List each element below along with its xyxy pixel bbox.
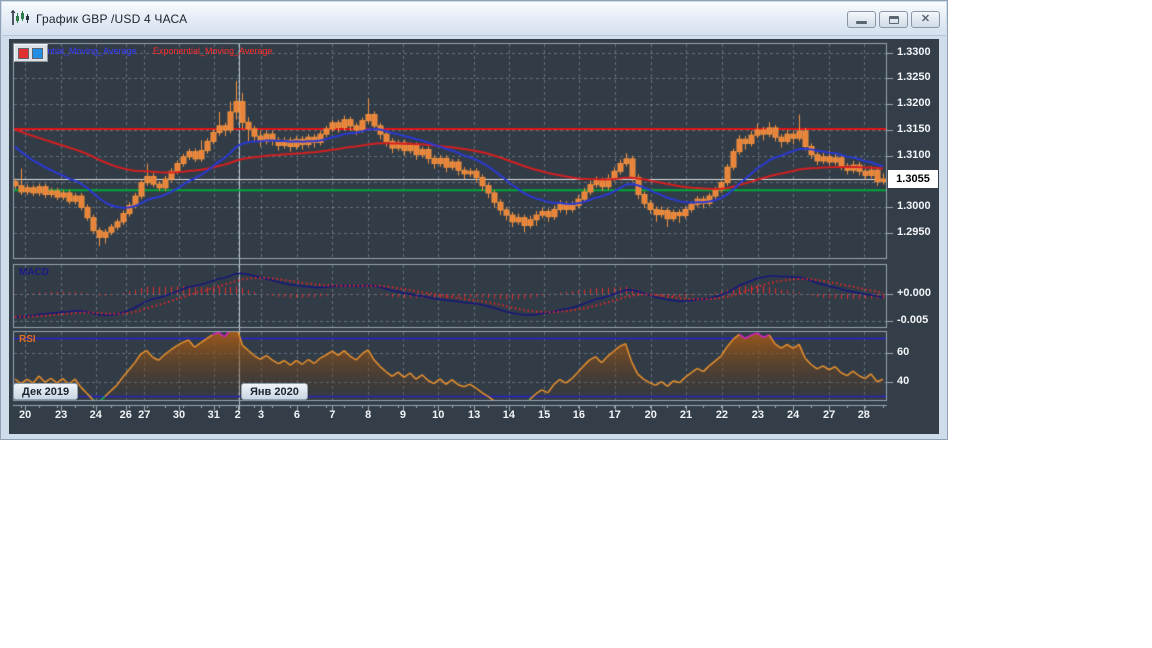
indicator-blue-button[interactable]: [32, 47, 43, 59]
restore-button[interactable]: [879, 11, 908, 28]
chart-app-icon: [10, 9, 30, 28]
indicator-buttons-box: [14, 44, 48, 62]
close-icon: ✕: [920, 13, 931, 25]
price-chart-canvas[interactable]: [9, 39, 939, 434]
window-title: График GBP /USD 4 ЧАСА: [36, 11, 188, 26]
minimize-icon: [856, 21, 867, 24]
indicator-red-button[interactable]: [18, 47, 29, 59]
close-button[interactable]: ✕: [911, 11, 940, 28]
minimize-button[interactable]: [847, 11, 876, 28]
window-titlebar[interactable]: График GBP /USD 4 ЧАСА ✕: [2, 2, 946, 36]
restore-icon: [888, 15, 899, 24]
chart-window: График GBP /USD 4 ЧАСА ✕ Exponential_Mov…: [0, 0, 948, 440]
chart-client-area: Exponential_Moving_Average Exponential_M…: [9, 39, 939, 434]
window-controls: ✕: [847, 11, 940, 28]
current-price-box: 1.3055: [888, 170, 938, 188]
